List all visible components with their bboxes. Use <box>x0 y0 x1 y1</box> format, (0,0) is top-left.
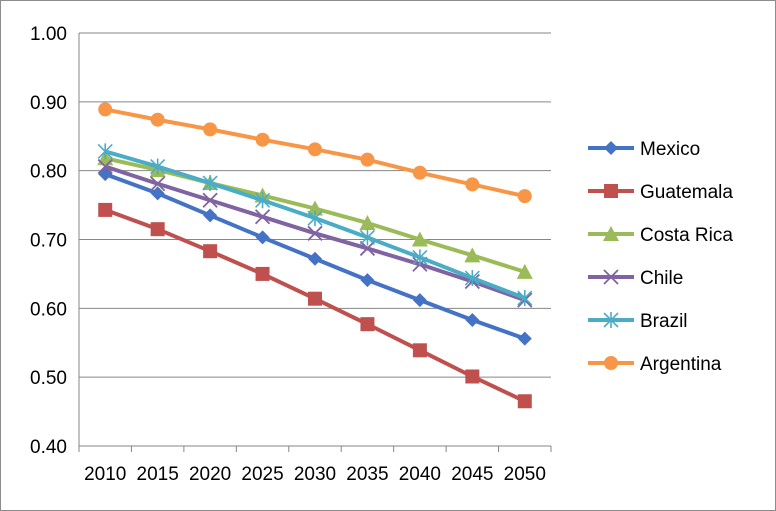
y-tick-label: 0.90 <box>30 93 67 114</box>
data-point-guatemala <box>360 317 375 332</box>
data-point-mexico <box>465 313 480 328</box>
legend-marker-brazil <box>603 312 619 328</box>
data-point-costa-rica <box>359 214 376 230</box>
data-point-chile <box>202 192 218 208</box>
x-tick-label: 2045 <box>451 464 493 485</box>
y-tick-label: 0.80 <box>30 162 67 183</box>
data-point-brazil <box>97 143 113 160</box>
legend-marker-costa-rica <box>603 226 619 241</box>
data-point-brazil <box>412 249 428 266</box>
data-point-argentina <box>203 122 218 137</box>
legend-marker-mexico <box>604 141 618 155</box>
x-tick-label: 2035 <box>346 464 388 485</box>
data-point-mexico <box>308 251 322 266</box>
legend-marker-guatemala <box>604 184 618 198</box>
data-point-costa-rica <box>411 231 428 247</box>
data-point-guatemala <box>255 266 270 281</box>
data-point-guatemala <box>150 222 165 237</box>
x-tick-label: 2030 <box>294 464 336 485</box>
data-point-argentina <box>308 142 322 157</box>
y-tick-label: 1.00 <box>30 24 67 45</box>
x-tick-label: 2020 <box>189 464 231 485</box>
data-point-guatemala <box>517 394 532 409</box>
data-point-mexico <box>412 293 427 308</box>
legend-label-mexico: Mexico <box>640 139 700 160</box>
data-point-brazil <box>202 175 218 192</box>
data-point-argentina <box>465 177 480 192</box>
x-tick-label: 2010 <box>84 464 126 485</box>
legend-label-brazil: Brazil <box>640 311 688 332</box>
legend-label-chile: Chile <box>640 268 683 289</box>
x-tick-label: 2015 <box>137 464 179 485</box>
data-point-brazil <box>150 158 166 175</box>
legend-label-argentina: Argentina <box>640 354 722 375</box>
x-tick-label: 2050 <box>504 464 546 485</box>
y-tick-label: 0.70 <box>30 231 67 252</box>
data-point-costa-rica <box>307 200 323 216</box>
y-tick-label: 0.50 <box>30 368 67 389</box>
data-point-argentina <box>360 152 375 167</box>
data-point-argentina <box>255 132 270 147</box>
legend-marker-chile <box>603 269 619 285</box>
y-tick-label: 0.40 <box>30 437 67 458</box>
x-tick-label: 2040 <box>399 464 441 485</box>
data-point-mexico <box>150 186 165 201</box>
data-point-argentina <box>517 189 532 204</box>
data-point-brazil <box>517 290 533 307</box>
data-point-mexico <box>517 331 532 346</box>
data-point-chile <box>97 158 113 175</box>
data-point-brazil <box>254 192 271 209</box>
data-point-mexico <box>255 230 270 245</box>
data-point-chile <box>359 240 376 257</box>
data-point-guatemala <box>203 244 218 259</box>
data-point-brazil <box>359 229 376 246</box>
x-tick-label: 2025 <box>241 464 283 485</box>
data-point-costa-rica <box>464 247 481 263</box>
data-point-costa-rica <box>516 263 533 279</box>
data-point-chile <box>254 209 271 225</box>
data-point-guatemala <box>412 343 427 358</box>
data-point-argentina <box>98 102 113 117</box>
data-point-guatemala <box>308 291 322 306</box>
data-point-guatemala <box>98 202 113 217</box>
legend-marker-argentina <box>604 356 618 370</box>
data-point-argentina <box>412 165 427 180</box>
data-point-guatemala <box>465 369 480 384</box>
data-point-chile <box>150 176 166 192</box>
data-point-mexico <box>360 273 375 288</box>
data-point-brazil <box>464 270 480 287</box>
legend-label-guatemala: Guatemala <box>640 182 733 203</box>
data-point-brazil <box>307 210 323 227</box>
data-point-argentina <box>150 112 165 127</box>
legend-label-costa-rica: Costa Rica <box>640 225 733 246</box>
data-point-mexico <box>203 208 218 223</box>
data-point-chile <box>307 225 323 241</box>
y-tick-label: 0.60 <box>30 299 67 320</box>
